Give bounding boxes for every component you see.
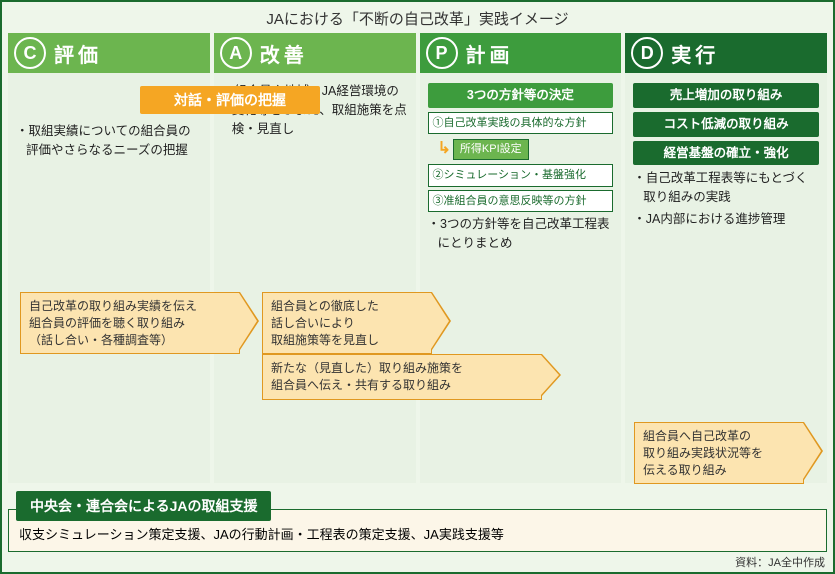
- column-d-badge-2: コスト低減の取り組み: [633, 112, 819, 137]
- column-a-header: A 改善: [214, 33, 416, 73]
- column-p-item-3: ③准組合員の意思反映等の方針: [428, 190, 614, 213]
- column-p-letter: P: [426, 37, 458, 69]
- arrow-box-2: 組合員との徹底した 話し合いにより 取組施策等を見直し: [262, 292, 432, 354]
- column-p-title: 計画: [466, 39, 514, 68]
- column-p-item-2: ②シミュレーション・基盤強化: [428, 164, 614, 187]
- dialogue-badge: 対話・評価の把握: [140, 86, 320, 114]
- column-c-bullet: ・取組実績についての組合員の評価やさらなるニーズの把握: [16, 122, 202, 160]
- arrow-box-1: 自己改革の取り組み実績を伝え 組合員の評価を聴く取り組み （話し合い・各種調査等…: [20, 292, 240, 354]
- column-d-body: 売上増加の取り組み コスト低減の取り組み 経営基盤の確立・強化 ・自己改革工程表…: [625, 73, 827, 238]
- credit-text: 資料：JA全中作成: [735, 554, 825, 570]
- support-header: 中央会・連合会によるJAの取組支援: [16, 491, 271, 521]
- column-c-body: ・取組実績についての組合員の評価やさらなるニーズの把握: [8, 113, 210, 169]
- column-d-letter: D: [631, 37, 663, 69]
- column-d-badge-3: 経営基盤の確立・強化: [633, 141, 819, 166]
- column-a-letter: A: [220, 37, 252, 69]
- column-p-item-1: ①自己改革実践の具体的な方針: [428, 112, 614, 135]
- kpi-badge: 所得KPI設定: [453, 139, 529, 160]
- column-c-header: C 評価: [8, 33, 210, 73]
- column-d-bullet-2: ・JA内部における進捗管理: [633, 210, 819, 229]
- column-d-bullet-1: ・自己改革工程表等にもとづく取り組みの実践: [633, 169, 819, 207]
- column-c-title: 評価: [54, 39, 102, 68]
- kpi-arrow-icon: ↳: [438, 137, 451, 161]
- column-c-letter: C: [14, 37, 46, 69]
- main-title: JAにおける「不断の自己改革」実践イメージ: [2, 2, 833, 33]
- column-d-title: 実行: [671, 39, 719, 68]
- column-p-summary: ・3つの方針等を自己改革工程表にとりまとめ: [428, 215, 614, 253]
- column-d-header: D 実行: [625, 33, 827, 73]
- arrow-box-3: 新たな（見直した）取り組み施策を 組合員へ伝え・共有する取り組み: [262, 354, 542, 400]
- column-a-title: 改善: [260, 39, 308, 68]
- columns-row: C 評価 ・取組実績についての組合員の評価やさらなるニーズの把握 A 改善 ・組…: [2, 33, 833, 483]
- column-p-badge: 3つの方針等の決定: [428, 83, 614, 108]
- arrow-box-4: 組合員へ自己改革の 取り組み実践状況等を 伝える取り組み: [634, 422, 804, 484]
- column-p-body: 3つの方針等の決定 ①自己改革実践の具体的な方針 ↳ 所得KPI設定 ②シミュレ…: [420, 73, 622, 262]
- support-band: 中央会・連合会によるJAの取組支援 収支シミュレーション策定支援、JAの行動計画…: [8, 491, 827, 552]
- column-p: P 計画 3つの方針等の決定 ①自己改革実践の具体的な方針 ↳ 所得KPI設定 …: [420, 33, 622, 483]
- kpi-row: ↳ 所得KPI設定: [438, 137, 614, 161]
- column-d: D 実行 売上増加の取り組み コスト低減の取り組み 経営基盤の確立・強化 ・自己…: [625, 33, 827, 483]
- column-d-badge-1: 売上増加の取り組み: [633, 83, 819, 108]
- column-p-header: P 計画: [420, 33, 622, 73]
- diagram-container: JAにおける「不断の自己改革」実践イメージ C 評価 ・取組実績についての組合員…: [0, 0, 835, 574]
